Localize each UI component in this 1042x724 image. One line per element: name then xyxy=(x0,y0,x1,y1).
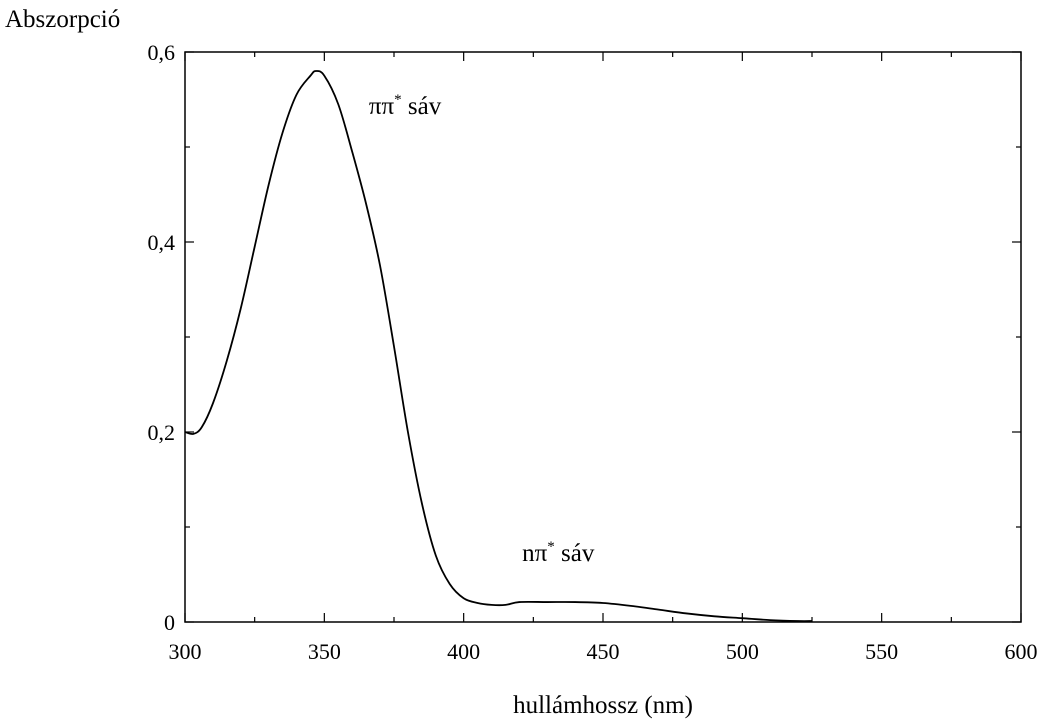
pi-pi-band-label: ππ* sáv xyxy=(369,92,442,120)
x-axis-title: hullámhossz (nm) xyxy=(513,692,693,719)
annotations: ππ* sáv nπ* sáv xyxy=(369,92,595,567)
x-tick-label: 400 xyxy=(447,639,480,664)
absorption-series-line xyxy=(184,70,813,623)
n-pi-band-label: nπ* sáv xyxy=(522,539,595,567)
series-layer xyxy=(184,70,813,623)
y-tick-label: 0,6 xyxy=(148,40,176,65)
plot-border xyxy=(184,51,1022,623)
y-tick-label: 0,2 xyxy=(148,420,176,445)
axis-ticks xyxy=(184,51,1022,623)
y-axis-title: Abszorpció xyxy=(5,6,120,33)
x-tick-label: 300 xyxy=(169,639,202,664)
axis-tick-labels: 300 350 400 450 500 550 600 0 0,2 0,4 0,6 xyxy=(148,40,1038,664)
x-tick-label: 450 xyxy=(587,639,620,664)
x-tick-label: 550 xyxy=(865,639,898,664)
y-tick-label: 0,4 xyxy=(148,230,176,255)
y-tick-label: 0 xyxy=(164,610,175,635)
x-tick-label: 600 xyxy=(1005,639,1038,664)
x-tick-label: 350 xyxy=(308,639,341,664)
plot-frame xyxy=(184,51,1022,623)
x-tick-label: 500 xyxy=(726,639,759,664)
